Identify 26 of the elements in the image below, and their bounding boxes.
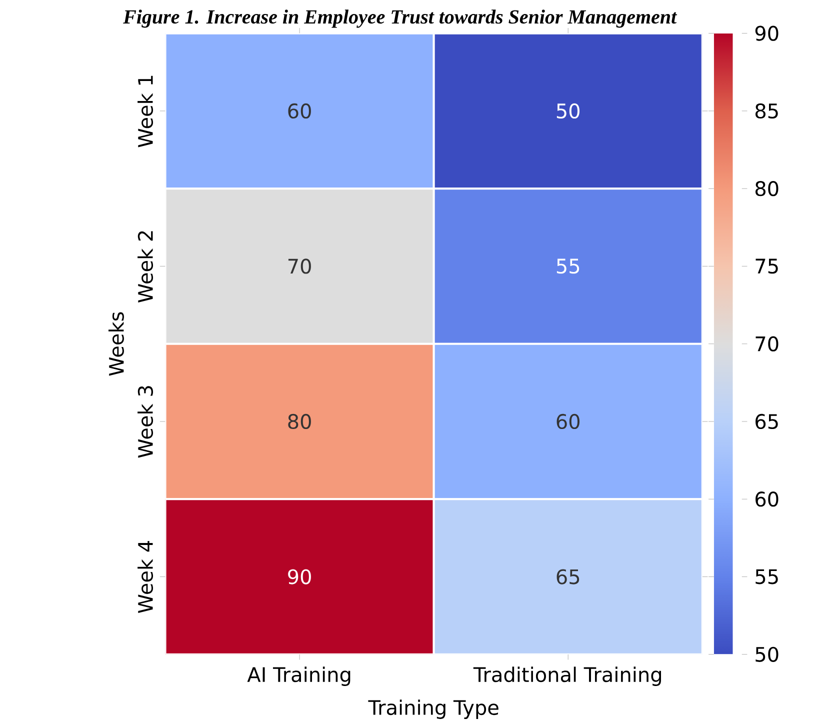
data-label: 60 — [288, 104, 311, 119]
y-tick-label: Week 2 — [138, 231, 154, 303]
color-bar-label: 80 — [756, 181, 778, 196]
color-bar-label: 65 — [756, 414, 778, 430]
color-bar-label: 50 — [756, 646, 778, 662]
data-label: 80 — [288, 414, 311, 430]
color-bar-label: 60 — [756, 492, 778, 507]
data-label: 60 — [556, 414, 580, 430]
chart-title: Figure 1. Increase in Employee Trust towards Senior Management — [123, 10, 678, 28]
y-tick-label: Week 1 — [138, 76, 154, 148]
x-tick-label: AI Training — [247, 666, 350, 686]
data-label: 70 — [288, 258, 311, 274]
color-bar-label: 75 — [756, 258, 778, 274]
color-bar-label: 55 — [756, 569, 778, 584]
color-bar-label: 85 — [756, 104, 778, 119]
data-label: 50 — [556, 104, 580, 119]
x-axis-title: Training Type — [368, 700, 498, 720]
color-bar-label: 90 — [755, 26, 778, 42]
y-axis-title: Weeks — [108, 312, 124, 376]
color-bar-label: 70 — [756, 336, 778, 352]
data-label: 90 — [288, 569, 311, 584]
y-tick-label: Week 4 — [138, 541, 154, 614]
x-tick-label: Traditional Training — [473, 666, 661, 686]
data-label: 55 — [556, 258, 580, 274]
data-label: 65 — [556, 569, 580, 584]
y-tick-label: Week 3 — [138, 386, 154, 458]
